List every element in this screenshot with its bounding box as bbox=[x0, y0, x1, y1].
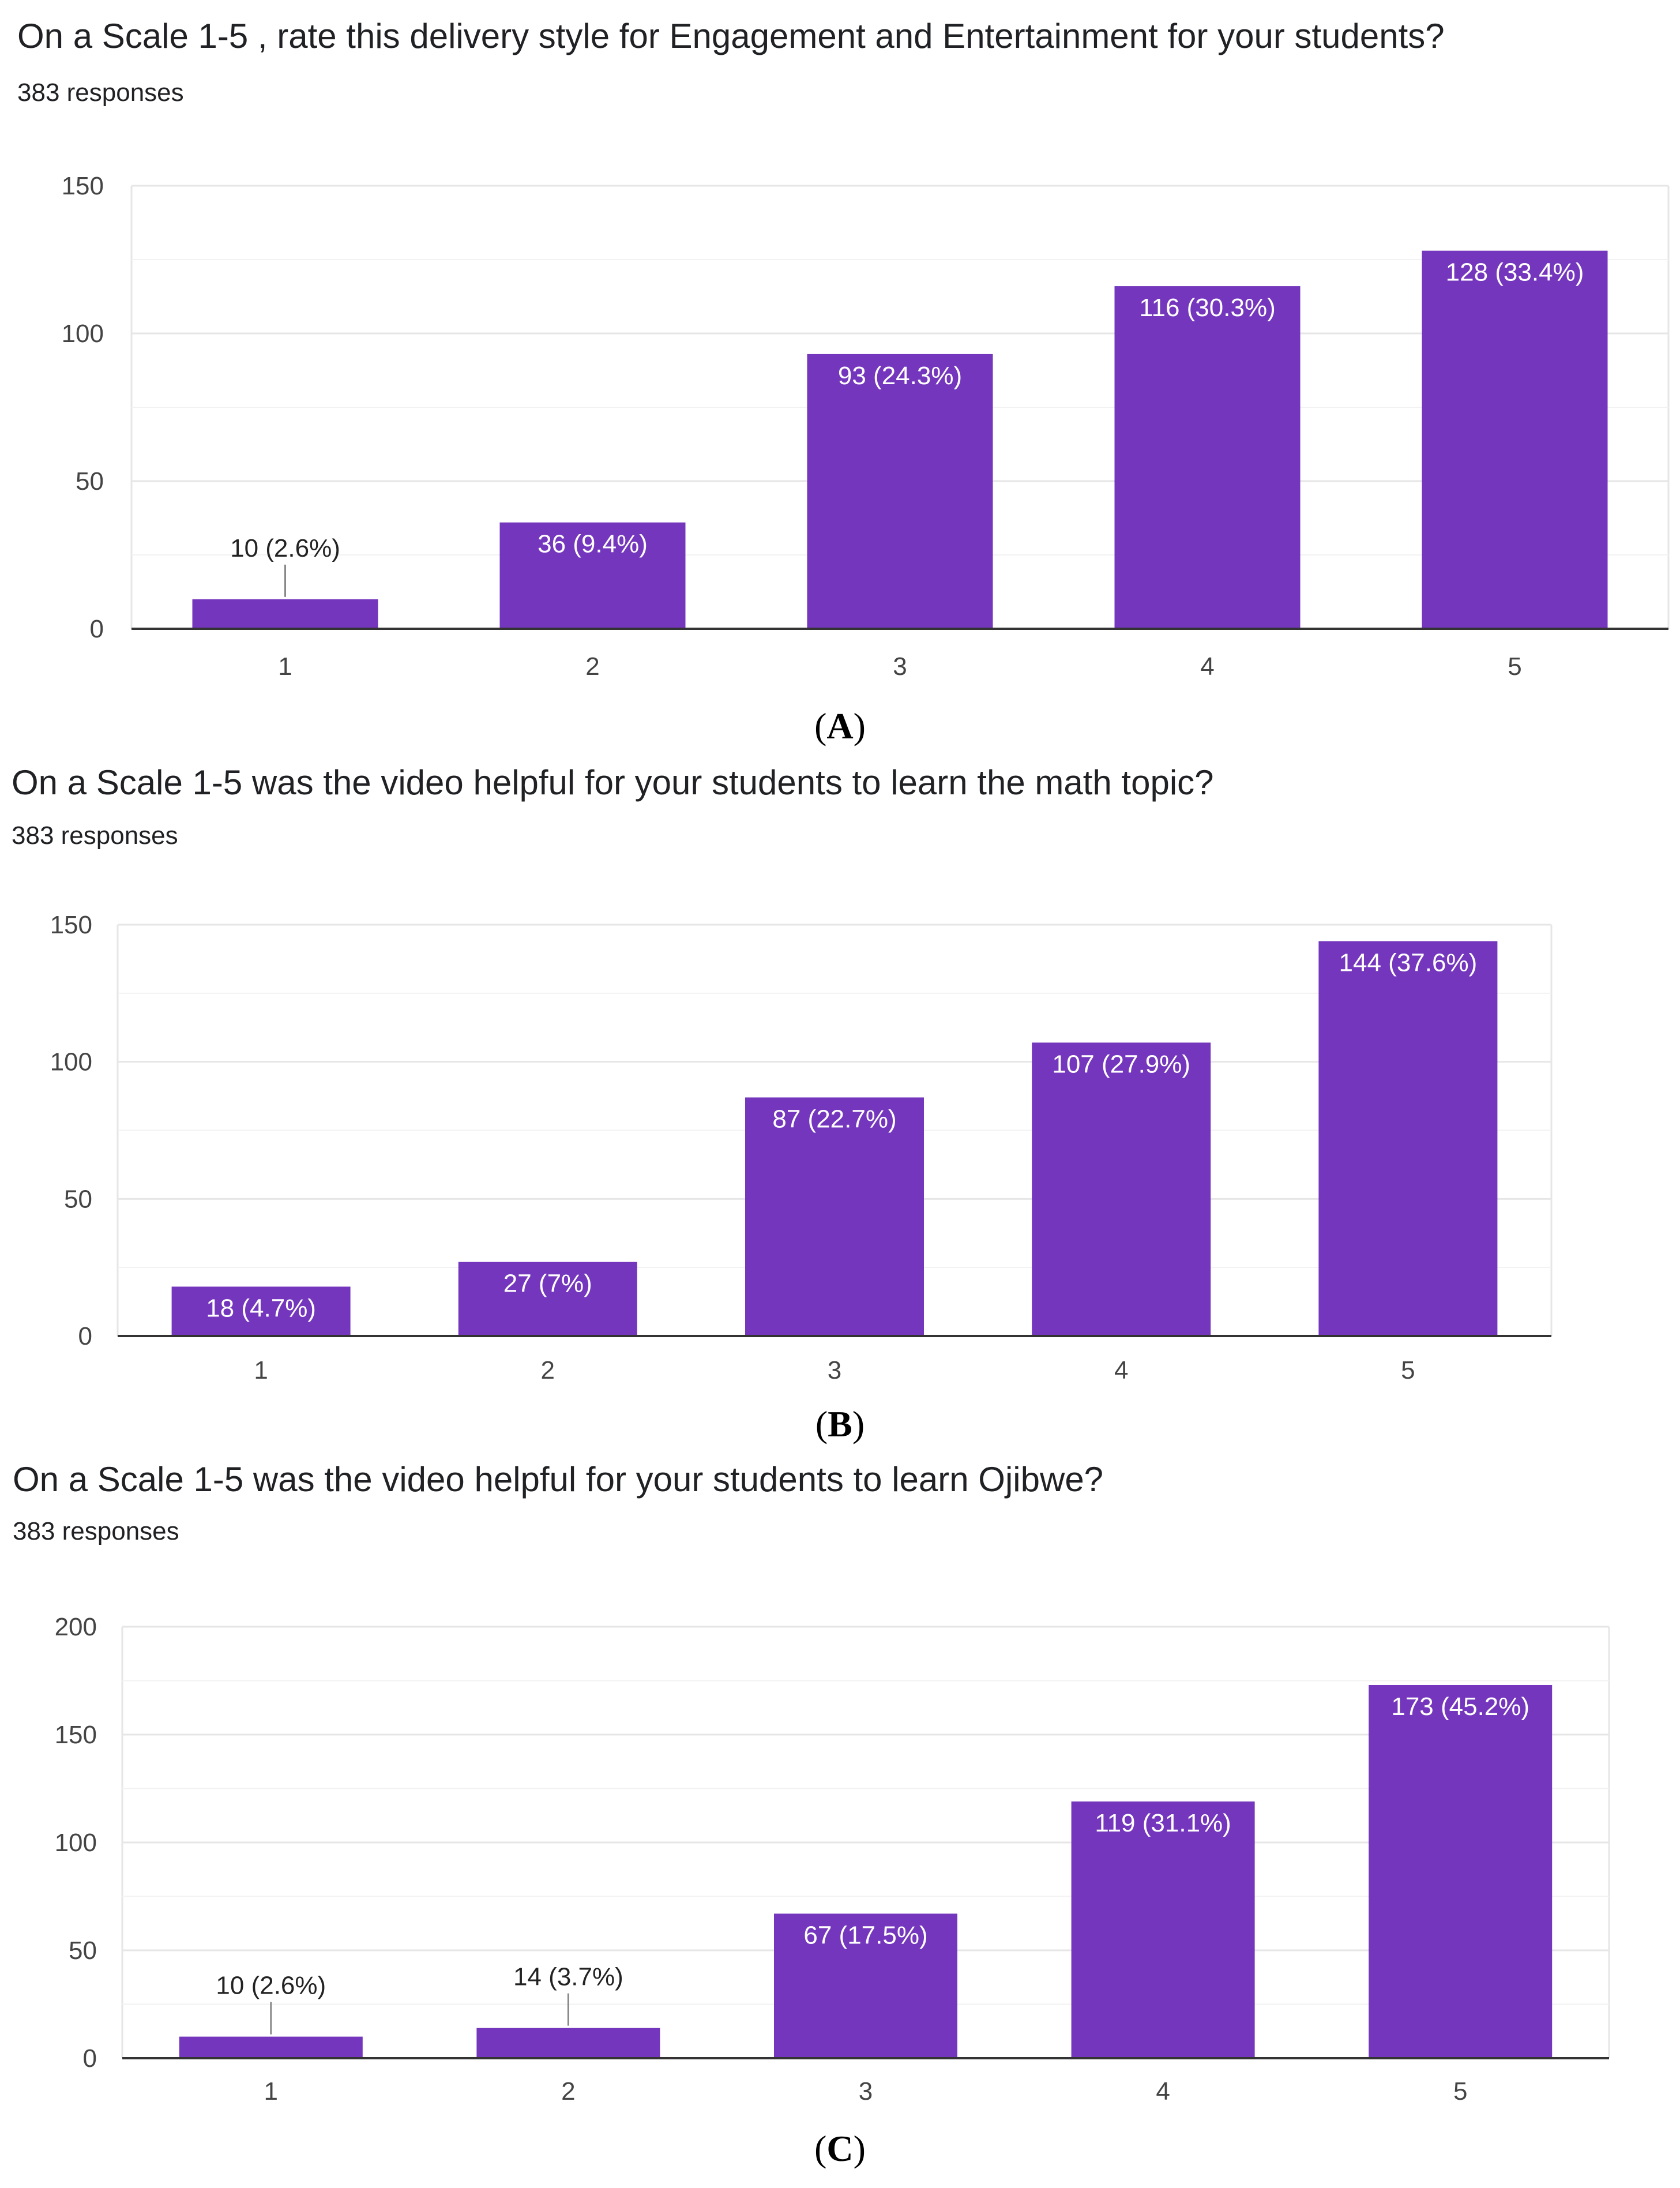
y-tick-label: 50 bbox=[69, 1936, 97, 1965]
x-tick-label: 1 bbox=[264, 2077, 278, 2106]
y-tick-label: 100 bbox=[62, 320, 104, 348]
chart-b: 0 50 100 150 18 (4.7%) 1 27 (7%) 2 87 (22.7%) 3 10… bbox=[50, 911, 1553, 1384]
y-tick-label: 200 bbox=[55, 1613, 97, 1641]
chart-a: 0 50 100 150 10 (2.6%) 1 36 (9.4%) 2 93 (24.3%) 3… bbox=[62, 172, 1670, 681]
x-tick-label: 5 bbox=[1401, 1356, 1415, 1384]
y-tick-label: 50 bbox=[64, 1185, 92, 1213]
x-tick-label: 3 bbox=[828, 1356, 841, 1384]
y-tick-label: 0 bbox=[83, 2044, 97, 2073]
chart-c-subtitle: 383 responses bbox=[13, 1517, 179, 1545]
x-tick-label: 1 bbox=[254, 1356, 268, 1384]
data-label: 116 (30.3%) bbox=[1139, 294, 1275, 322]
bar-5 bbox=[1369, 1684, 1553, 2058]
bar-2 bbox=[499, 522, 686, 629]
data-label: 10 (2.6%) bbox=[216, 1972, 326, 2000]
x-tick-label: 4 bbox=[1114, 1356, 1128, 1384]
bar-1 bbox=[171, 1286, 351, 1336]
x-tick-label: 2 bbox=[541, 1356, 555, 1384]
chart-b-title: On a Scale 1-5 was the video helpful for… bbox=[12, 763, 1214, 802]
panel-label-c: (C) bbox=[814, 2128, 866, 2169]
y-tick-label: 0 bbox=[90, 615, 104, 643]
bar-2 bbox=[476, 2028, 660, 2058]
data-label: 67 (17.5%) bbox=[803, 1921, 927, 1949]
x-tick-label: 3 bbox=[893, 652, 907, 681]
data-label: 119 (31.1%) bbox=[1095, 1809, 1231, 1837]
bar-3 bbox=[774, 1913, 957, 2058]
x-tick-label: 4 bbox=[1156, 2077, 1170, 2106]
y-tick-label: 50 bbox=[76, 467, 104, 496]
bar-1 bbox=[192, 599, 378, 629]
bar-5 bbox=[1422, 250, 1608, 629]
data-label: 14 (3.7%) bbox=[513, 1963, 623, 1991]
data-label: 107 (27.9%) bbox=[1052, 1050, 1190, 1078]
y-tick-label: 150 bbox=[55, 1721, 97, 1749]
x-tick-label: 2 bbox=[561, 2077, 575, 2106]
data-label: 93 (24.3%) bbox=[838, 362, 962, 390]
x-tick-label: 5 bbox=[1453, 2077, 1467, 2106]
chart-a-subtitle: 383 responses bbox=[17, 78, 184, 107]
chart-a-title: On a Scale 1-5 , rate this delivery styl… bbox=[17, 17, 1445, 55]
data-label: 144 (37.6%) bbox=[1339, 949, 1478, 977]
chart-c-title: On a Scale 1-5 was the video helpful for… bbox=[13, 1460, 1104, 1499]
bar-4 bbox=[1032, 1042, 1211, 1336]
x-tick-label: 3 bbox=[859, 2077, 873, 2106]
chart-b-subtitle: 383 responses bbox=[12, 821, 178, 850]
data-label: 173 (45.2%) bbox=[1391, 1692, 1529, 1721]
data-label: 87 (22.7%) bbox=[772, 1105, 896, 1133]
x-tick-label: 5 bbox=[1508, 652, 1521, 681]
y-tick-label: 100 bbox=[55, 1829, 97, 1857]
x-tick-label: 2 bbox=[585, 652, 599, 681]
data-label: 27 (7%) bbox=[503, 1270, 592, 1298]
y-tick-label: 100 bbox=[50, 1048, 92, 1076]
x-tick-label: 4 bbox=[1200, 652, 1214, 681]
panel-label-a: (A) bbox=[814, 705, 866, 746]
bar-4 bbox=[1114, 286, 1301, 629]
bar-5 bbox=[1318, 941, 1498, 1336]
panel-label-b: (B) bbox=[815, 1403, 865, 1444]
y-tick-label: 0 bbox=[78, 1322, 92, 1350]
bar-3 bbox=[745, 1097, 924, 1336]
x-tick-label: 1 bbox=[278, 652, 292, 681]
y-tick-label: 150 bbox=[50, 911, 92, 939]
y-tick-label: 150 bbox=[62, 172, 104, 200]
data-label: 18 (4.7%) bbox=[206, 1294, 316, 1322]
data-label: 10 (2.6%) bbox=[230, 534, 340, 562]
bar-4 bbox=[1071, 1801, 1255, 2058]
data-label: 128 (33.4%) bbox=[1446, 258, 1584, 287]
data-label: 36 (9.4%) bbox=[538, 530, 648, 558]
bar-3 bbox=[807, 354, 993, 629]
bar-1 bbox=[179, 2036, 363, 2058]
bar-2 bbox=[458, 1262, 637, 1336]
